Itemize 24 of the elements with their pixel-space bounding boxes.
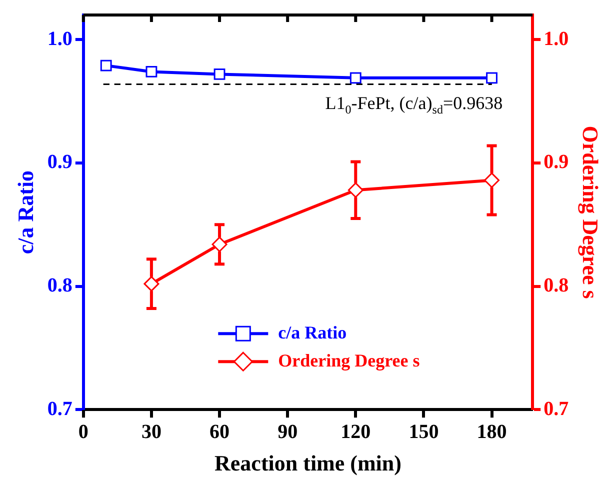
point (212, 236, 228, 252)
legend-label: Ordering Degree s (278, 350, 420, 370)
y2-tick-label: 1.0 (544, 28, 569, 50)
y2-tick-label: 0.8 (544, 274, 569, 296)
y-tick-label: 0.9 (47, 151, 72, 174)
y-tick-label: 0.7 (47, 398, 72, 420)
x-tick-label: 0 (78, 420, 88, 443)
point (484, 172, 500, 188)
x-tick-label: 60 (210, 420, 230, 443)
y-tick-label: 0.8 (47, 274, 72, 296)
y2-tick-label: 0.9 (544, 151, 569, 174)
y-tick-label: 1.0 (47, 28, 72, 50)
y-axis-title: c/a Ratio (12, 170, 38, 254)
x-tick-label: 30 (141, 420, 162, 443)
y2-axis-title: Ordering Degree s (578, 126, 604, 300)
x-tick-label: 150 (408, 420, 439, 443)
x-tick-label: 90 (278, 420, 298, 443)
x-tick-label: 120 (340, 420, 371, 443)
x-axis-title: Reaction time (min) (214, 450, 402, 476)
y2-tick-label: 0.7 (544, 398, 569, 420)
point (348, 182, 364, 198)
legend-label: c/a Ratio (278, 322, 347, 342)
x-tick-label: 180 (476, 420, 507, 443)
point (144, 276, 160, 292)
